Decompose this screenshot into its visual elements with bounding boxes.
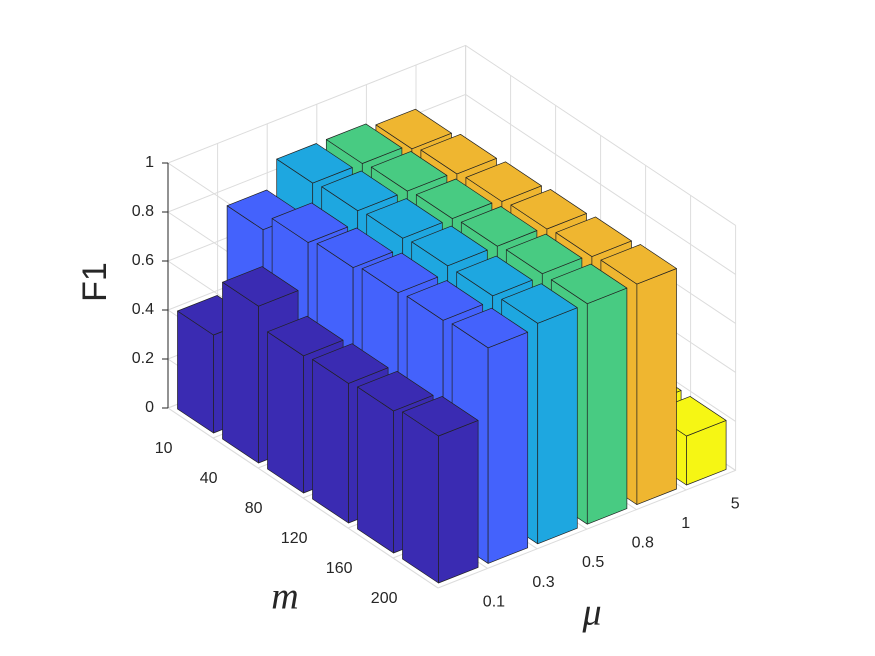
- z-axis-label: F1: [76, 262, 114, 302]
- x-tick-label: 200: [371, 590, 398, 607]
- bar-top: [375, 108, 452, 150]
- bar-top: [456, 255, 533, 297]
- bar-top: [361, 252, 439, 294]
- bar-top: [370, 151, 448, 192]
- bar-top: [321, 170, 398, 212]
- y-tick-label: 0.1: [483, 593, 505, 610]
- y-tick-label: 5: [731, 495, 740, 512]
- bar-top: [460, 206, 538, 247]
- bar-front: [636, 268, 677, 505]
- bar-top: [420, 133, 497, 175]
- y-tick-label: 0.3: [532, 574, 554, 591]
- bar-top: [411, 225, 488, 267]
- z-tick-label: 0.2: [132, 350, 154, 367]
- bar-top: [600, 244, 677, 285]
- x-tick-label: 160: [326, 560, 353, 577]
- bar-top: [276, 143, 353, 184]
- bar-top: [510, 189, 587, 230]
- bar-top: [312, 343, 389, 384]
- bar-top: [505, 233, 583, 275]
- bar-top: [357, 370, 434, 412]
- bar-top: [501, 283, 578, 324]
- bar-top: [222, 266, 299, 307]
- bar-top: [325, 123, 403, 164]
- bar-side: [312, 359, 349, 524]
- bar-front: [537, 307, 578, 545]
- bar-front: [487, 331, 529, 564]
- bar-side: [267, 331, 304, 494]
- z-tick-label: 0: [145, 399, 154, 416]
- x-tick-label: 120: [281, 530, 308, 547]
- bar-top: [316, 227, 394, 268]
- bar-top: [366, 198, 443, 239]
- x-tick-label: 80: [245, 500, 263, 517]
- y-tick-label: 0.8: [632, 535, 654, 552]
- bar-top: [271, 202, 349, 243]
- bar-top: [415, 178, 493, 219]
- bar-front: [438, 420, 479, 584]
- x-axis-label: m: [271, 576, 298, 618]
- bar-top: [550, 263, 628, 305]
- x-tick-label: 40: [200, 470, 218, 487]
- y-tick-label: 1: [681, 515, 690, 532]
- bar-side: [402, 411, 439, 584]
- bar-top: [451, 307, 529, 349]
- bar-side: [222, 281, 259, 464]
- bar-top: [267, 315, 344, 357]
- bar-top: [465, 161, 542, 202]
- bar-side: [357, 386, 394, 554]
- z-tick-label: 0.4: [132, 301, 154, 318]
- x-tick-label: 10: [155, 440, 173, 457]
- bar-top: [555, 216, 632, 257]
- bar-front: [586, 287, 628, 525]
- bar-top: [406, 280, 484, 321]
- y-tick-label: 0.5: [582, 554, 604, 571]
- z-tick-label: 0.6: [132, 252, 154, 269]
- bar-top: [402, 396, 479, 437]
- z-tick-label: 1: [145, 154, 154, 171]
- y-axis-label: μ: [581, 592, 601, 634]
- z-tick-label: 0.8: [132, 203, 154, 220]
